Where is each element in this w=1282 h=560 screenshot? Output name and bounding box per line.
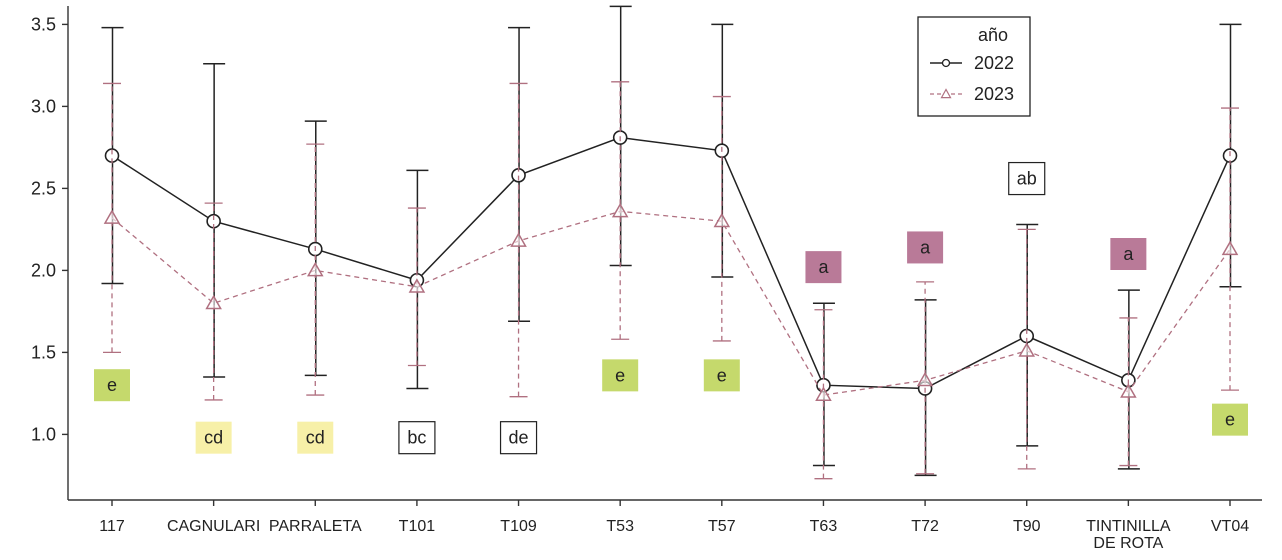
data-point: [1221, 240, 1239, 256]
letter-badge-box: [499, 421, 538, 455]
x-tick-label: T90: [1013, 518, 1041, 535]
legend-label: 2023: [974, 84, 1014, 104]
letter-badge-box: [1110, 238, 1147, 270]
letter-badge-box: [1008, 161, 1046, 196]
x-tick-label: T101: [399, 518, 436, 535]
x-tick-label: T72: [911, 518, 939, 535]
series-line: [111, 136, 1231, 390]
legend-label: 2022: [974, 53, 1014, 73]
letter-badge-box: [1212, 403, 1248, 436]
letter-badge-box: [602, 359, 639, 392]
x-tick-label: TINTINILLA DE ROTA: [1086, 518, 1171, 552]
data-point: [205, 294, 222, 310]
legend-box: [917, 16, 1031, 117]
y-tick-label: 2.5: [31, 178, 56, 198]
x-tick-label: T109: [500, 518, 537, 535]
letter-badge-text: a: [818, 257, 829, 277]
data-point: [306, 261, 324, 277]
letter-badge: e: [602, 359, 639, 392]
x-tick-label: T63: [810, 518, 838, 535]
letter-badge-text: a: [920, 237, 931, 257]
legend-entry-2022: 2022: [930, 53, 1014, 73]
letter-badge: a: [805, 251, 842, 284]
series-2022: [101, 5, 1242, 477]
letter-badge: bc: [398, 421, 436, 455]
letter-badge: cd: [297, 421, 334, 454]
letter-badge-box: [907, 231, 944, 264]
letter-badge: de: [499, 421, 538, 455]
letter-badge-box: [805, 251, 842, 284]
x-tick-label: T53: [606, 518, 634, 535]
x-tick-label: T57: [708, 518, 736, 535]
letter-badge-text: cd: [306, 428, 325, 448]
data-point: [815, 386, 832, 402]
letter-badge-box: [398, 421, 436, 455]
data-point: [611, 202, 629, 218]
legend-marker: [940, 88, 952, 99]
data-point: [916, 371, 934, 387]
letter-badge-box: [297, 421, 334, 454]
letter-badge-text: bc: [407, 428, 426, 448]
letter-badge-text: e: [1225, 410, 1235, 430]
legend-entry-2023: 2023: [930, 84, 1014, 104]
letter-badge: ab: [1008, 161, 1046, 196]
legend: año 2022 2023: [917, 16, 1031, 117]
letter-badge: e: [1212, 403, 1248, 436]
letter-badge-text: e: [107, 375, 117, 395]
y-tick-label: 2.0: [31, 260, 56, 280]
letter-badge: a: [907, 231, 944, 264]
letter-badge-box: [703, 359, 740, 392]
letter-badge-box: [94, 369, 130, 402]
letter-badge-text: a: [1123, 244, 1134, 264]
y-tick-label: 3.5: [31, 14, 56, 34]
series-layer: [101, 5, 1242, 480]
legend-marker: [941, 58, 951, 68]
x-tick-label: 117: [99, 518, 125, 535]
letter-badge: e: [703, 359, 740, 392]
letter-badge-text: e: [717, 365, 727, 385]
series-2023: [103, 81, 1239, 480]
series-line: [111, 210, 1231, 396]
letter-badge-box: [195, 421, 232, 454]
letter-badge-text: cd: [204, 428, 223, 448]
letter-badge-text: de: [509, 428, 529, 448]
y-tick-label: 3.0: [31, 96, 56, 116]
letter-badge-text: ab: [1017, 169, 1037, 189]
letter-badge-text: e: [615, 365, 625, 385]
letter-badge: a: [1110, 238, 1147, 270]
letter-badge: cd: [195, 421, 232, 454]
data-point: [103, 209, 121, 224]
data-point: [1018, 342, 1036, 357]
letter-annotations: e cd cd bc de e e a a ab a e: [94, 161, 1248, 455]
data-point: [1120, 383, 1137, 398]
data-point: [510, 232, 527, 247]
x-tick-label: VT04: [1211, 518, 1249, 535]
x-tick-label: PARRALETA: [269, 518, 362, 535]
data-point: [713, 212, 731, 228]
x-tick-label: CAGNULARI: [167, 518, 260, 535]
y-tick-label: 1.5: [31, 342, 56, 362]
data-point: [408, 278, 426, 293]
y-tick-label: 1.0: [31, 424, 56, 444]
legend-title: año: [978, 25, 1008, 45]
letter-badge: e: [94, 369, 130, 402]
axes: 1.0 1.5 2.0 2.5 3.0 3.5 117 CAGNULARI PARRALETA T…: [31, 6, 1262, 552]
